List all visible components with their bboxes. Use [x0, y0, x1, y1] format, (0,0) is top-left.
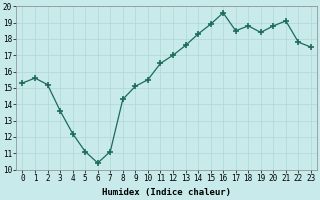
X-axis label: Humidex (Indice chaleur): Humidex (Indice chaleur)	[102, 188, 231, 197]
